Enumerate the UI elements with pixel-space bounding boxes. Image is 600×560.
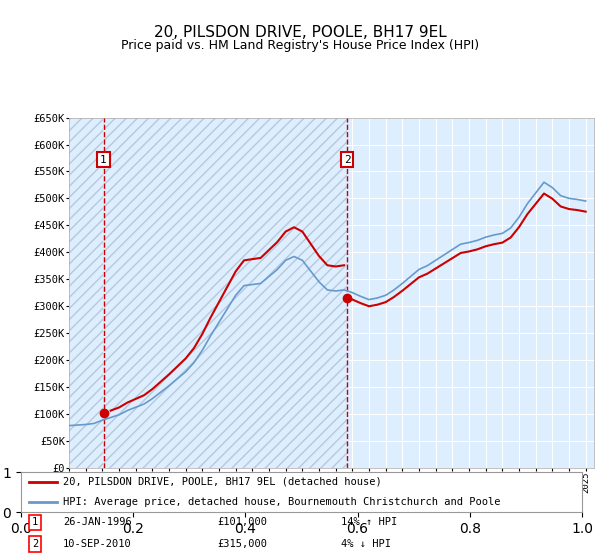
Text: 14% ↑ HPI: 14% ↑ HPI [341, 517, 397, 528]
Text: 20, PILSDON DRIVE, POOLE, BH17 9EL (detached house): 20, PILSDON DRIVE, POOLE, BH17 9EL (deta… [63, 477, 382, 487]
Bar [104, 118, 347, 468]
Bar [69, 118, 103, 468]
Text: HPI: Average price, detached house, Bournemouth Christchurch and Poole: HPI: Average price, detached house, Bour… [63, 497, 500, 507]
Text: £101,000: £101,000 [217, 517, 268, 528]
Text: 2: 2 [344, 155, 351, 165]
Text: 2: 2 [32, 539, 38, 549]
Text: 1: 1 [100, 155, 107, 165]
Text: 20, PILSDON DRIVE, POOLE, BH17 9EL: 20, PILSDON DRIVE, POOLE, BH17 9EL [154, 25, 446, 40]
Text: Price paid vs. HM Land Registry's House Price Index (HPI): Price paid vs. HM Land Registry's House … [121, 39, 479, 52]
Text: £315,000: £315,000 [217, 539, 268, 549]
Text: 10-SEP-2010: 10-SEP-2010 [63, 539, 132, 549]
Text: 26-JAN-1996: 26-JAN-1996 [63, 517, 132, 528]
Text: 1: 1 [32, 517, 38, 528]
Text: 4% ↓ HPI: 4% ↓ HPI [341, 539, 391, 549]
